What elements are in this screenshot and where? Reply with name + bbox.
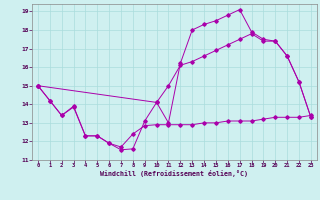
- X-axis label: Windchill (Refroidissement éolien,°C): Windchill (Refroidissement éolien,°C): [100, 170, 248, 177]
